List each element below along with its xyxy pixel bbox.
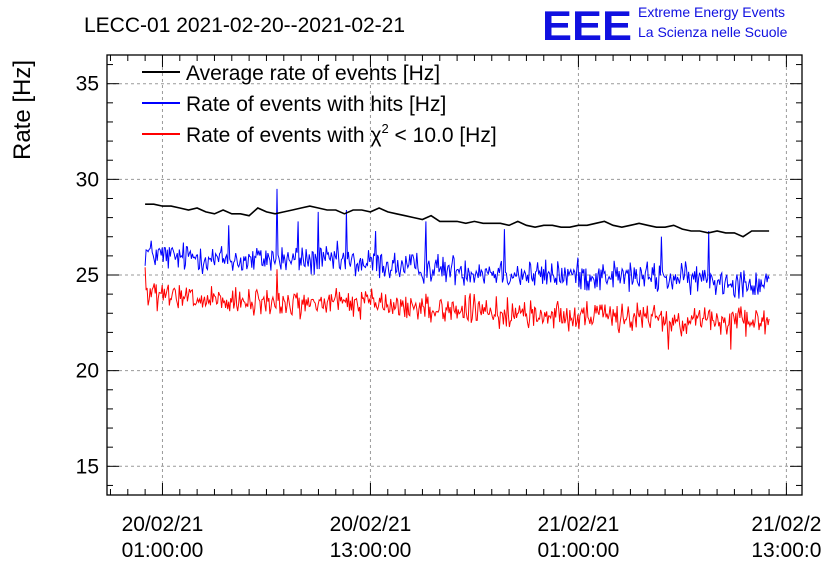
- y-axis-label: Rate [Hz]: [9, 60, 36, 160]
- legend-chi2-suffix: < 10.0 [Hz]: [389, 124, 497, 147]
- grid-lines: [107, 55, 802, 495]
- x-tick-time: 13:00:0: [751, 539, 821, 562]
- x-tick-date: 21/02/21: [538, 513, 620, 536]
- series-line-average-rate: [145, 203, 770, 238]
- x-tick-time: 01:00:00: [538, 539, 620, 562]
- y-tick-label: 30: [76, 168, 99, 191]
- x-tick-date: 21/02/2: [751, 513, 821, 536]
- y-tick-label: 20: [76, 360, 99, 383]
- x-tick-time: 13:00:00: [330, 539, 412, 562]
- legend: Average rate of events [Hz] Rate of even…: [142, 62, 497, 147]
- legend-chi2-symbol: χ: [370, 124, 381, 147]
- legend-label-chi2: Rate of events with χ2 < 10.0 [Hz]: [186, 121, 497, 147]
- x-tick-date: 20/02/21: [330, 513, 412, 536]
- y-tick-label: 15: [76, 455, 99, 478]
- y-tick-label: 25: [76, 264, 99, 287]
- x-tick-time: 01:00:00: [122, 539, 204, 562]
- series-line-hits-rate: [144, 188, 770, 299]
- series-line-chi2-rate: [144, 267, 770, 350]
- chart-title: LECC-01 2021-02-20--2021-02-21: [84, 14, 405, 37]
- x-tick-date: 20/02/21: [122, 513, 204, 536]
- axes: [106, 54, 803, 496]
- legend-chi2-prefix: Rate of events with: [186, 124, 370, 147]
- tick-labels: 15 20 25 30 35 20/02/21 01:00:00 20/02/21 13:00:…: [76, 73, 822, 562]
- legend-label-hits: Rate of events with hits [Hz]: [186, 93, 446, 116]
- eee-logo: EEE Extreme Energy Events La Scienza nel…: [542, 2, 788, 49]
- legend-chi2-sup: 2: [381, 121, 388, 136]
- plot-series: [144, 188, 770, 350]
- logo-line2: La Scienza nelle Scuole: [638, 24, 788, 40]
- y-tick-label: 35: [76, 73, 99, 96]
- legend-label-avg: Average rate of events [Hz]: [186, 62, 440, 85]
- logo-line1: Extreme Energy Events: [638, 4, 785, 20]
- logo-letters: EEE: [542, 2, 632, 49]
